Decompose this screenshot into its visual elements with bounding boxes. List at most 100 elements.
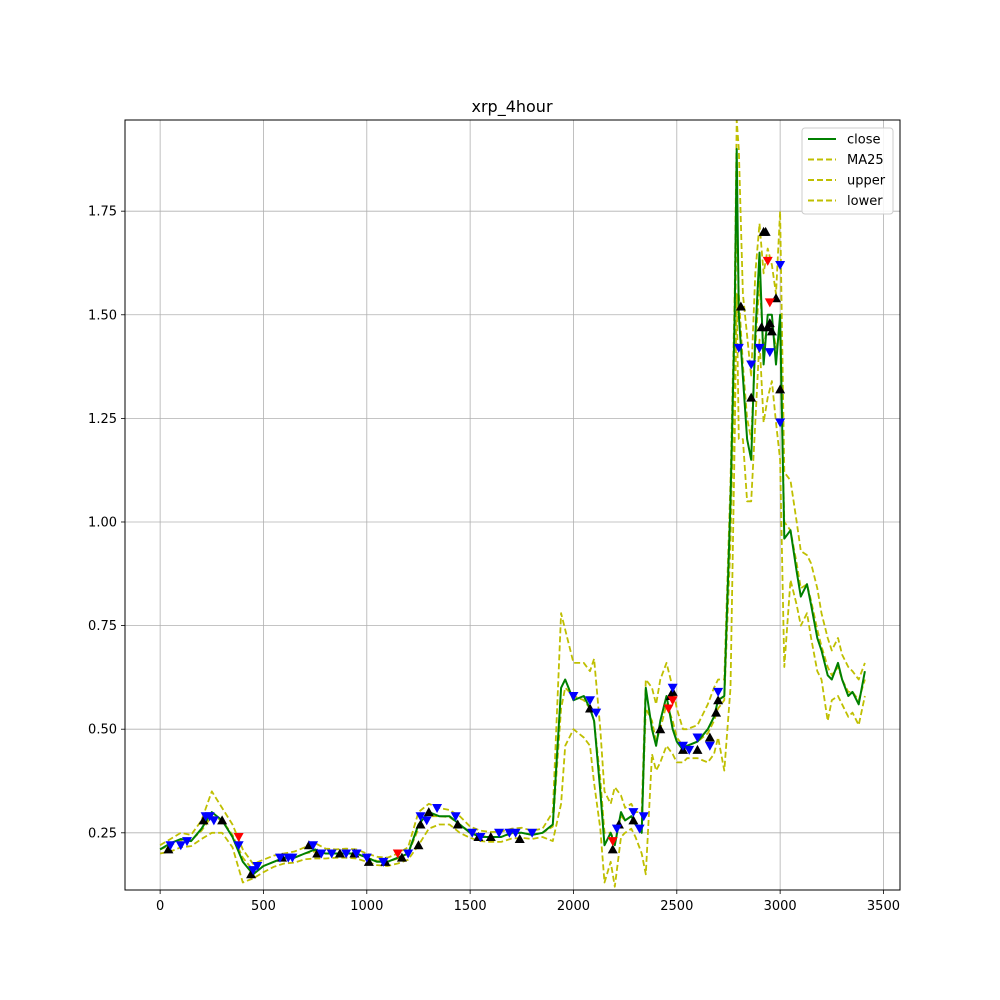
buy-marker (735, 301, 746, 311)
stop-marker (762, 256, 773, 266)
sell-marker (667, 683, 678, 693)
buy-marker (423, 807, 434, 817)
y-tick-label: 0.50 (88, 723, 117, 738)
buy-marker (655, 724, 666, 734)
sell-marker (467, 828, 478, 838)
sell-marker (378, 857, 389, 867)
sell-marker (611, 824, 622, 834)
sell-marker (585, 696, 595, 706)
buy-marker (452, 819, 463, 829)
sell-marker (713, 687, 724, 697)
sell-marker (248, 866, 259, 876)
stop-marker (764, 298, 775, 308)
sell-marker (568, 692, 579, 702)
plot-frame (124, 119, 901, 891)
y-tick-label: 0.25 (88, 826, 117, 841)
buy-marker (217, 815, 228, 825)
y-tick-label: 1.50 (88, 308, 117, 323)
sell-marker (591, 708, 602, 718)
buy-marker (334, 848, 345, 858)
legend-label-close: close (847, 133, 880, 148)
sell-marker (287, 853, 298, 863)
sell-marker (208, 816, 219, 826)
x-tick-label: 1000 (350, 899, 383, 914)
buy-marker (764, 318, 775, 328)
buy-marker (413, 840, 424, 850)
y-tick-label: 0.75 (88, 619, 117, 634)
sell-marker (415, 812, 426, 822)
sell-marker (275, 853, 285, 863)
legend-label-upper: upper (847, 174, 886, 189)
sell-marker (252, 861, 263, 871)
buy-marker (415, 819, 426, 829)
legend-label-ma25: MA25 (847, 153, 884, 168)
buy-marker (198, 815, 209, 825)
sell-marker (684, 745, 695, 755)
x-tick-label: 2000 (557, 899, 590, 914)
grid (125, 120, 900, 890)
buy-marker (713, 695, 724, 705)
buy-marker (607, 844, 618, 854)
sell-marker (175, 841, 186, 851)
buy-marker (692, 744, 703, 754)
sell-marker (733, 343, 744, 353)
legend-box (801, 127, 894, 215)
buy-marker (485, 831, 496, 841)
sell-marker (432, 803, 443, 813)
buy-marker (246, 869, 257, 879)
sell-marker (341, 849, 352, 859)
sell-marker (475, 832, 486, 842)
y-tick-label: 1.00 (88, 515, 117, 530)
buy-marker (746, 392, 757, 402)
sell-marker (182, 837, 192, 847)
stop-marker (392, 849, 403, 859)
sell-marker (510, 828, 521, 838)
sell-marker (764, 348, 775, 358)
sell-marker (746, 360, 757, 370)
x-tick-label: 3000 (764, 899, 797, 914)
buy-marker (363, 856, 374, 866)
sell-marker (628, 808, 639, 818)
buy-marker (163, 844, 174, 854)
sell-marker (638, 812, 649, 822)
sell-marker (775, 418, 786, 428)
legend-label-lower: lower (847, 194, 883, 209)
buy-marker (628, 815, 639, 825)
sell-marker (326, 849, 337, 859)
sell-marker (527, 828, 538, 838)
sell-marker (634, 824, 645, 834)
sell-marker (316, 849, 327, 859)
buy-marker (775, 384, 786, 394)
x-tick-label: 3500 (867, 899, 900, 914)
buy-marker (760, 226, 771, 236)
series-upper-line (159, 120, 866, 865)
x-tick-label: 1500 (454, 899, 487, 914)
sell-marker (308, 841, 319, 851)
buy-marker (704, 732, 715, 742)
sell-marker (678, 741, 688, 751)
sell-marker (704, 741, 715, 751)
x-tick-label: 500 (251, 899, 276, 914)
axis-ticks: 0 500 1000 1500 2000 2500 3000 3500 0.25 0.50 0.75… (88, 205, 900, 914)
sell-marker (450, 812, 461, 822)
stop-marker (667, 696, 678, 706)
sell-marker (421, 816, 432, 826)
stop-marker (663, 704, 674, 714)
buy-marker (766, 326, 777, 336)
stop-marker (607, 837, 618, 847)
x-tick-label: 0 (156, 899, 164, 914)
sell-marker (494, 828, 505, 838)
sell-marker (361, 853, 372, 863)
sell-marker (233, 841, 244, 851)
sell-marker (775, 261, 786, 271)
x-tick-label: 2500 (660, 899, 693, 914)
sell-marker (403, 849, 414, 859)
y-tick-label: 1.75 (88, 205, 117, 220)
buy-marker (396, 852, 407, 862)
chart-title: xrp_4hour (471, 97, 552, 117)
y-tick-label: 1.25 (88, 412, 117, 427)
sell-marker (692, 733, 703, 743)
sell-marker (754, 343, 765, 353)
stop-marker (233, 832, 244, 842)
